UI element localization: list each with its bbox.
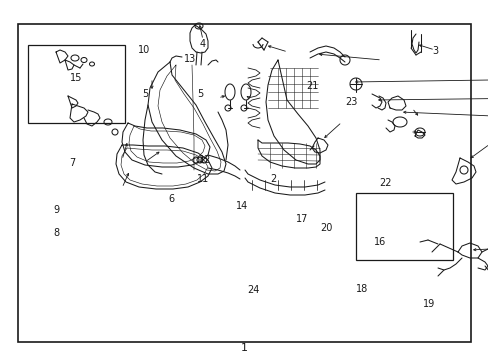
Text: 1: 1 [241, 343, 247, 354]
Text: 18: 18 [355, 284, 367, 294]
Bar [28, 45, 125, 123]
Text: 2: 2 [270, 174, 276, 184]
Text: 23: 23 [344, 96, 357, 107]
Text: 11: 11 [196, 174, 209, 184]
Bar [355, 193, 452, 260]
Text: 16: 16 [373, 237, 386, 247]
Text: 13: 13 [183, 54, 196, 64]
Bar [18, 24, 470, 342]
Text: 5: 5 [142, 89, 148, 99]
Text: 7: 7 [69, 158, 75, 168]
Text: 6: 6 [168, 194, 174, 204]
Text: 4: 4 [200, 39, 205, 49]
Text: 3: 3 [431, 46, 437, 56]
Text: 17: 17 [295, 214, 308, 224]
Text: 10: 10 [138, 45, 150, 55]
Text: 22: 22 [378, 178, 391, 188]
Text: 12: 12 [199, 155, 211, 165]
Text: 19: 19 [422, 299, 435, 309]
Text: 15: 15 [69, 73, 82, 84]
Text: 24: 24 [246, 285, 259, 295]
Text: 9: 9 [53, 204, 59, 215]
Text: 8: 8 [53, 228, 59, 238]
Text: 20: 20 [320, 222, 332, 233]
Text: 21: 21 [305, 81, 318, 91]
Text: 14: 14 [235, 201, 248, 211]
Text: 5: 5 [197, 89, 203, 99]
